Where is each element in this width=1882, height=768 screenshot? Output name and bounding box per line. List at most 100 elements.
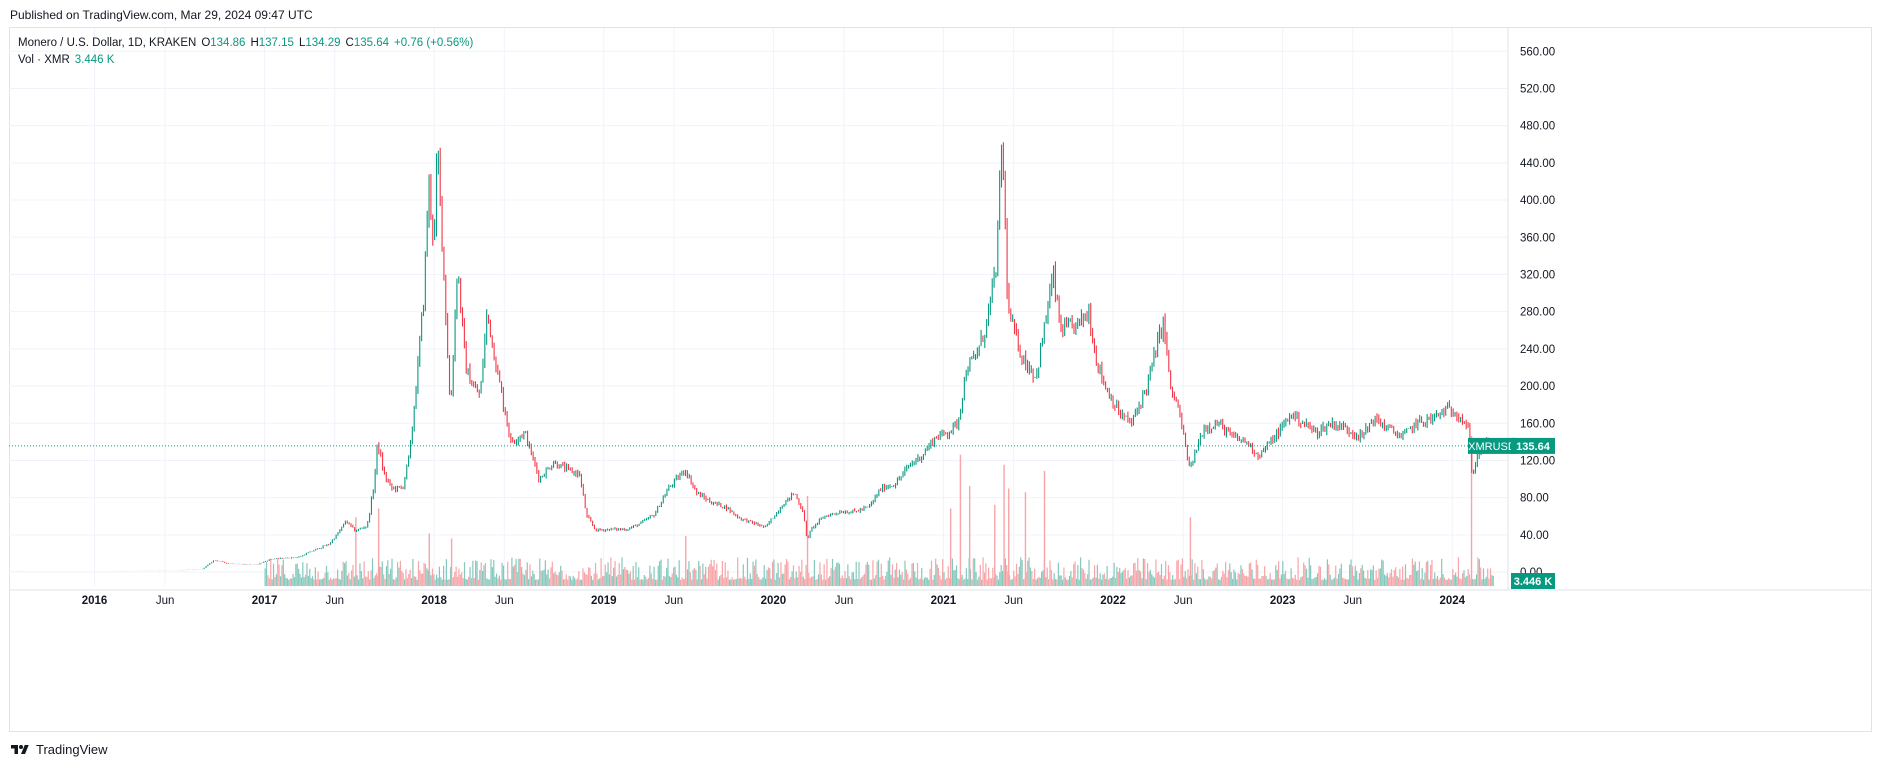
- volume-bar: [1130, 575, 1132, 586]
- volume-bar: [317, 571, 319, 586]
- volume-bar: [1218, 579, 1220, 586]
- volume-bar: [836, 562, 838, 586]
- volume-bar: [449, 567, 452, 586]
- volume-bar: [1318, 565, 1320, 586]
- volume-bar: [870, 579, 873, 586]
- volume-bar: [1425, 562, 1427, 586]
- volume-bar: [540, 570, 542, 586]
- chart-frame[interactable]: [9, 27, 1872, 732]
- volume-bar: [608, 574, 611, 586]
- volume-bar: [1319, 566, 1322, 586]
- volume-bar: [1000, 564, 1002, 586]
- volume-bar: [519, 558, 521, 586]
- volume-bar: [1126, 578, 1128, 586]
- volume-bar: [1233, 569, 1235, 586]
- volume-bar: [321, 579, 323, 586]
- x-tick-label: Jun: [1004, 595, 1023, 607]
- volume-bar: [1323, 578, 1326, 586]
- high-value: 137.15: [258, 37, 294, 49]
- x-tick-label: Jun: [325, 595, 344, 607]
- volume-bar: [554, 571, 556, 586]
- volume-bar: [1099, 573, 1101, 586]
- volume-bar: [734, 579, 736, 586]
- volume-bar: [872, 560, 874, 586]
- volume-bar: [710, 559, 712, 586]
- volume-bar: [1397, 577, 1400, 586]
- volume-bars: [264, 436, 1494, 586]
- volume-bar: [1399, 569, 1401, 586]
- volume-bar: [1434, 572, 1436, 586]
- volume-bar: [1473, 579, 1475, 586]
- volume-bar: [746, 557, 749, 586]
- tradingview-brand[interactable]: TradingView: [10, 742, 108, 757]
- volume-bar: [410, 578, 413, 586]
- volume-bar: [472, 560, 474, 586]
- volume-bar: [564, 579, 566, 586]
- volume-bar: [639, 579, 641, 586]
- volume-bar: [1120, 573, 1122, 586]
- volume-bar: [459, 574, 461, 586]
- volume-bar: [1326, 559, 1328, 586]
- symbol-label[interactable]: Monero / U.S. Dollar, 1D, KRAKEN: [18, 37, 197, 49]
- volume-bar: [1481, 579, 1483, 586]
- volume-bar: [1275, 565, 1277, 586]
- close-value: 135.64: [353, 37, 390, 49]
- volume-bar: [1087, 574, 1089, 586]
- volume-bar: [1250, 562, 1252, 586]
- x-tick-label: 2018: [421, 595, 447, 607]
- volume-bar: [1035, 579, 1037, 586]
- volume-bar: [986, 579, 988, 586]
- volume-bar: [1265, 575, 1267, 586]
- volume-bar: [345, 561, 347, 586]
- volume-bar: [352, 564, 354, 586]
- volume-bar: [852, 572, 855, 586]
- volume-bar: [1245, 575, 1248, 586]
- volume-label[interactable]: Vol · XMR: [18, 54, 70, 66]
- open-label: O: [201, 37, 211, 49]
- volume-bar: [799, 571, 802, 586]
- volume-bar: [391, 558, 393, 586]
- volume-bar: [324, 572, 326, 586]
- volume-bar: [1135, 570, 1138, 586]
- volume-bar: [866, 561, 868, 586]
- volume-bar: [720, 574, 722, 586]
- volume-bar: [1155, 559, 1157, 586]
- volume-bar: [721, 561, 723, 586]
- volume-bar: [1018, 566, 1020, 586]
- volume-bar: [310, 578, 312, 586]
- volume-bar: [1128, 577, 1131, 586]
- volume-bar: [1107, 579, 1110, 586]
- volume-bar: [509, 579, 512, 586]
- volume-bar: [1374, 579, 1376, 586]
- volume-bar: [652, 578, 654, 586]
- volume-bar: [447, 579, 449, 586]
- volume-bar: [717, 579, 719, 586]
- volume-bar: [1307, 577, 1309, 586]
- change-value: +0.76 (+0.56%): [394, 37, 474, 49]
- volume-bar: [399, 560, 401, 586]
- volume-bar: [611, 576, 613, 586]
- volume-bar: [587, 567, 590, 586]
- volume-bar: [384, 578, 386, 586]
- volume-bar: [521, 567, 523, 586]
- volume-bar: [1290, 568, 1292, 586]
- volume-bar: [1342, 577, 1344, 586]
- volume-bar: [1088, 559, 1090, 586]
- volume-bar: [763, 565, 765, 586]
- volume-bar: [936, 564, 938, 586]
- volume-bar: [1054, 579, 1057, 586]
- volume-bar: [1488, 578, 1490, 586]
- volume-bar: [1480, 567, 1482, 586]
- volume-bar: [1042, 570, 1044, 586]
- volume-bar: [1100, 579, 1103, 586]
- volume-bar: [1304, 565, 1306, 586]
- volume-axis-label: 3.446 K: [1514, 576, 1553, 588]
- volume-spike: [685, 536, 687, 586]
- volume-bar: [1010, 579, 1012, 586]
- volume-bar: [675, 574, 677, 586]
- volume-bar: [1082, 569, 1085, 586]
- volume-bar: [1123, 570, 1125, 586]
- volume-bar: [813, 560, 815, 586]
- grid-lines: [9, 28, 1508, 586]
